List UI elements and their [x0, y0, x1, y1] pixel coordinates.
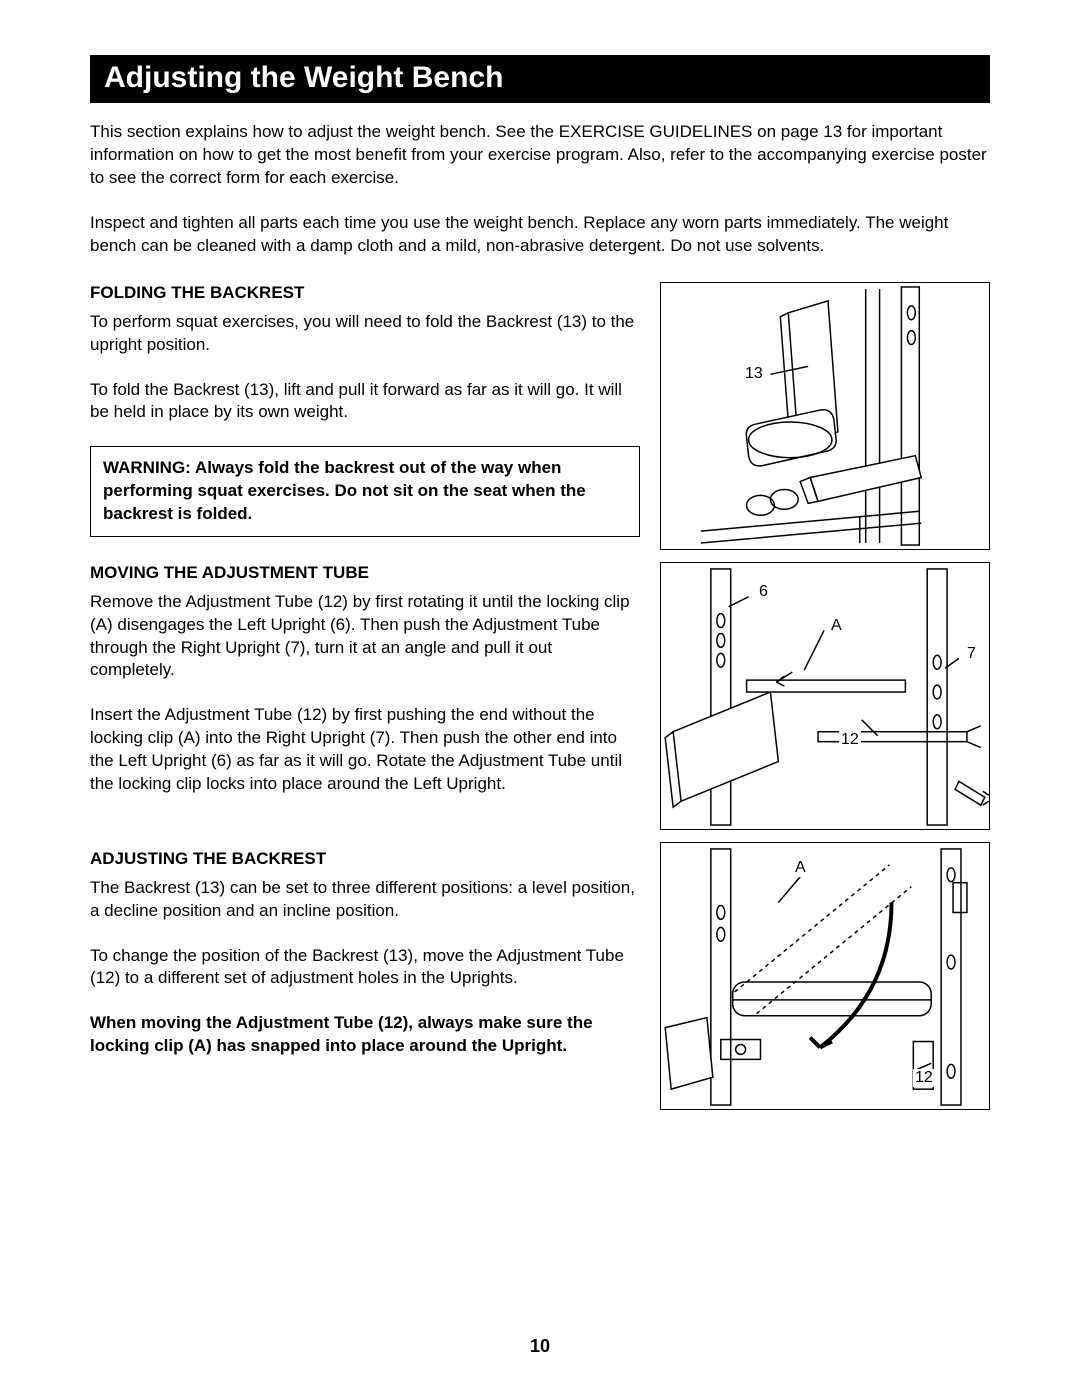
heading-folding: FOLDING THE BACKREST: [90, 282, 640, 305]
adjusting-p1: The Backrest (13) can be set to three di…: [90, 877, 640, 923]
folding-p1: To perform squat exercises, you will nee…: [90, 311, 640, 357]
diagram2-label-7: 7: [965, 645, 978, 663]
text-column: FOLDING THE BACKREST To perform squat ex…: [90, 282, 640, 1110]
diagram-moving: 6 A 7 12: [660, 562, 990, 830]
heading-moving: MOVING THE ADJUSTMENT TUBE: [90, 562, 640, 585]
page-title-bar: Adjusting the Weight Bench: [90, 55, 990, 103]
moving-p1: Remove the Adjustment Tube (12) by first…: [90, 591, 640, 683]
section-folding: FOLDING THE BACKREST To perform squat ex…: [90, 282, 640, 552]
diagram-column: 13: [660, 282, 990, 1110]
warning-box: WARNING: Always fold the backrest out of…: [90, 446, 640, 537]
intro-block: This section explains how to adjust the …: [90, 121, 990, 258]
diagram-folding: 13: [660, 282, 990, 550]
heading-adjusting: ADJUSTING THE BACKREST: [90, 848, 640, 871]
page-number: 10: [0, 1336, 1080, 1357]
diagram-adjusting: A 12: [660, 842, 990, 1110]
intro-p1: This section explains how to adjust the …: [90, 121, 990, 190]
warning-text: WARNING: Always fold the backrest out of…: [103, 458, 586, 523]
diagram2-label-A: A: [829, 617, 844, 635]
moving-p2: Insert the Adjustment Tube (12) by first…: [90, 704, 640, 796]
adjusting-p2: To change the position of the Backrest (…: [90, 945, 640, 991]
section-moving: MOVING THE ADJUSTMENT TUBE Remove the Ad…: [90, 562, 640, 842]
diagram3-label-12: 12: [913, 1069, 935, 1087]
diagram1-label-13: 13: [743, 365, 765, 383]
two-column-layout: FOLDING THE BACKREST To perform squat ex…: [90, 282, 990, 1110]
section-adjusting: ADJUSTING THE BACKREST The Backrest (13)…: [90, 848, 640, 1059]
diagram2-label-12: 12: [839, 731, 861, 749]
folding-p2: To fold the Backrest (13), lift and pull…: [90, 379, 640, 425]
diagram3-label-A: A: [793, 859, 808, 877]
adjusting-p3-bold: When moving the Adjustment Tube (12), al…: [90, 1012, 640, 1058]
diagram2-label-6: 6: [757, 583, 770, 601]
page-title: Adjusting the Weight Bench: [104, 61, 503, 94]
intro-p2: Inspect and tighten all parts each time …: [90, 212, 990, 258]
